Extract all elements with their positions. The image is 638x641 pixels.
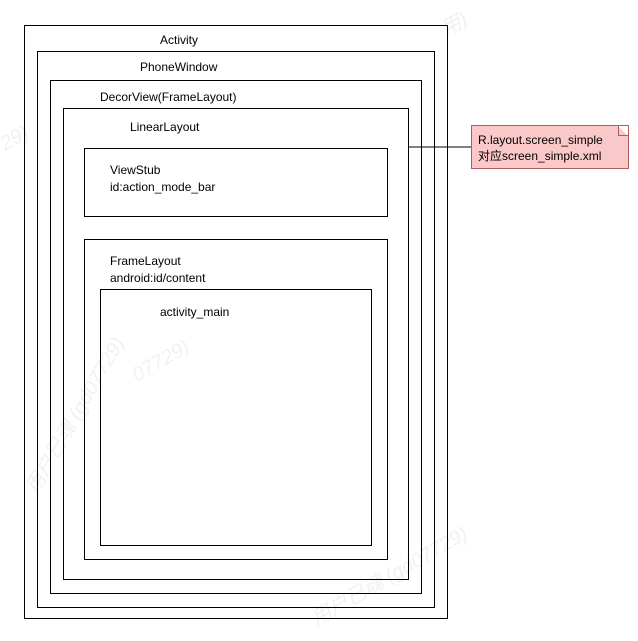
label-view-stub-2: id:action_mode_bar [110,180,215,194]
label-activity-main: activity_main [160,305,229,319]
note-line-2: 对应screen_simple.xml [478,148,622,164]
label-phone-window: PhoneWindow [140,60,217,74]
note-line-1: R.layout.screen_simple [478,132,622,148]
box-activity-main [100,289,372,546]
label-frame-layout-2: android:id/content [110,271,205,285]
label-linear-layout: LinearLayout [130,120,199,134]
label-decor-view: DecorView(FrameLayout) [100,90,237,104]
label-view-stub-1: ViewStub [110,163,160,177]
label-activity: Activity [160,33,198,47]
label-frame-layout-1: FrameLayout [110,254,181,268]
annotation-note: R.layout.screen_simple 对应screen_simple.x… [471,125,629,169]
